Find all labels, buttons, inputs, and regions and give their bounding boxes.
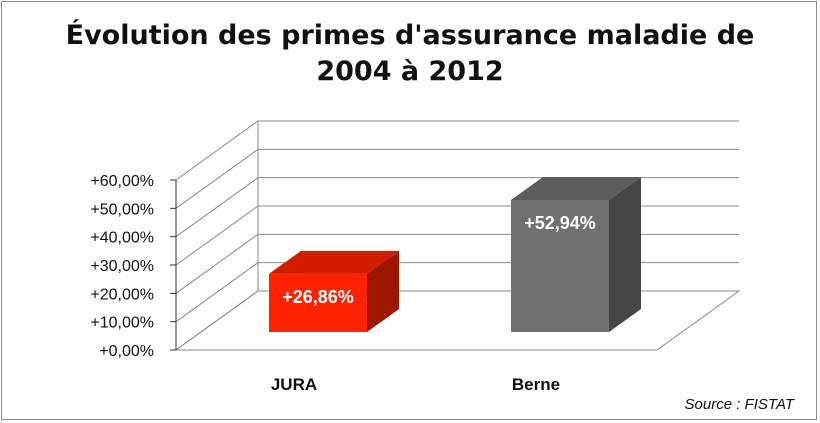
y-tick-label: +30,00% [90,258,154,275]
gridline [175,120,739,181]
data-label: +52,94% [524,213,596,233]
gridline [175,177,739,238]
bar-jura [269,273,367,332]
y-tick-label: +60,00% [90,173,154,190]
gridline [175,148,739,209]
y-tick-label: +0,00% [99,343,154,360]
gridline [175,233,739,294]
y-tick-label: +40,00% [90,230,154,247]
chart-title: Évolution des primes d'assurance maladie… [65,20,755,87]
data-label: +26,86% [282,287,354,307]
bar-top [511,177,641,201]
y-tick-label: +20,00% [90,286,154,303]
chart-floor [174,290,741,351]
gridline [175,205,739,266]
bar-berne [511,200,609,332]
bar-side [609,177,641,332]
y-tick-label: +10,00% [90,315,154,332]
x-category-label: JURA [271,375,317,394]
y-tick-label: +50,00% [90,201,154,218]
bar-top [269,250,399,274]
bar-side [367,250,399,332]
x-category-label: Berne [512,375,560,394]
source-note: Source : FISTAT [684,396,794,413]
